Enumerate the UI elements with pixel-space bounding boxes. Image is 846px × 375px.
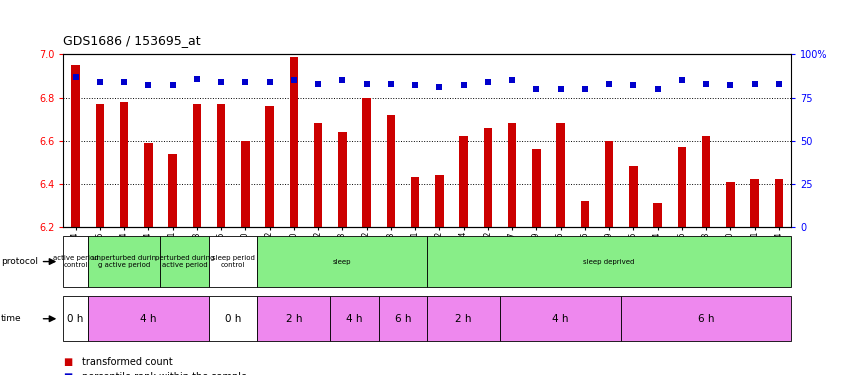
Point xyxy=(311,81,325,87)
Point xyxy=(651,86,664,92)
Text: 2 h: 2 h xyxy=(286,314,302,324)
Bar xyxy=(605,141,613,227)
Point xyxy=(748,81,761,87)
Bar xyxy=(427,296,500,341)
Bar xyxy=(241,141,250,227)
Bar xyxy=(209,296,257,341)
Bar xyxy=(63,296,88,341)
Bar xyxy=(88,296,209,341)
Bar xyxy=(88,236,161,287)
Bar xyxy=(427,236,791,287)
Bar xyxy=(387,115,395,227)
Bar xyxy=(209,236,257,287)
Point xyxy=(166,82,179,88)
Point xyxy=(481,79,495,85)
Text: time: time xyxy=(1,314,21,323)
Bar xyxy=(161,236,209,287)
Bar xyxy=(653,203,662,227)
Point xyxy=(190,75,204,81)
Bar xyxy=(289,57,298,227)
Point xyxy=(627,82,640,88)
Text: perturbed during
active period: perturbed during active period xyxy=(155,255,214,268)
Text: sleep deprived: sleep deprived xyxy=(584,259,634,265)
Bar xyxy=(379,296,427,341)
Text: ■: ■ xyxy=(63,372,73,375)
Bar xyxy=(266,106,274,227)
Point xyxy=(554,86,568,92)
Bar xyxy=(435,175,443,227)
Point xyxy=(432,84,446,90)
Point xyxy=(141,82,155,88)
Point xyxy=(578,86,591,92)
Bar xyxy=(362,98,371,227)
Text: unperturbed durin
g active period: unperturbed durin g active period xyxy=(92,255,157,268)
Text: transformed count: transformed count xyxy=(82,357,173,367)
Point xyxy=(336,77,349,83)
Point xyxy=(214,79,228,85)
Point xyxy=(530,86,543,92)
Point xyxy=(287,77,300,83)
Point xyxy=(360,81,373,87)
Point xyxy=(457,82,470,88)
Bar xyxy=(508,123,516,227)
Text: sleep period
control: sleep period control xyxy=(212,255,255,268)
Bar xyxy=(330,296,379,341)
Point xyxy=(409,82,422,88)
Bar xyxy=(580,201,589,227)
Text: 4 h: 4 h xyxy=(140,314,157,324)
Bar xyxy=(678,147,686,227)
Bar xyxy=(314,123,322,227)
Bar xyxy=(120,102,129,227)
Text: 2 h: 2 h xyxy=(455,314,472,324)
Bar xyxy=(71,65,80,227)
Bar xyxy=(750,180,759,227)
Point xyxy=(505,77,519,83)
Bar xyxy=(217,104,225,227)
Text: protocol: protocol xyxy=(1,257,38,266)
Text: 6 h: 6 h xyxy=(395,314,411,324)
Bar xyxy=(629,166,638,227)
Bar xyxy=(257,296,330,341)
Text: 4 h: 4 h xyxy=(552,314,569,324)
Text: percentile rank within the sample: percentile rank within the sample xyxy=(82,372,247,375)
Bar xyxy=(532,149,541,227)
Text: sleep: sleep xyxy=(333,259,352,265)
Bar xyxy=(168,154,177,227)
Bar xyxy=(621,296,791,341)
Bar xyxy=(411,177,420,227)
Text: ■: ■ xyxy=(63,357,73,367)
Text: 6 h: 6 h xyxy=(698,314,714,324)
Point xyxy=(675,77,689,83)
Point xyxy=(239,79,252,85)
Bar xyxy=(484,128,492,227)
Point xyxy=(118,79,131,85)
Bar xyxy=(63,236,88,287)
Text: 0 h: 0 h xyxy=(225,314,241,324)
Bar xyxy=(193,104,201,227)
Bar xyxy=(557,123,565,227)
Text: 4 h: 4 h xyxy=(346,314,363,324)
Point xyxy=(384,81,398,87)
Bar xyxy=(500,296,621,341)
Bar xyxy=(338,132,347,227)
Text: active period
control: active period control xyxy=(52,255,98,268)
Bar xyxy=(702,136,711,227)
Point xyxy=(69,74,82,80)
Bar xyxy=(96,104,104,227)
Text: 0 h: 0 h xyxy=(68,314,84,324)
Bar xyxy=(459,136,468,227)
Bar xyxy=(144,143,152,227)
Bar xyxy=(257,236,427,287)
Point xyxy=(93,79,107,85)
Bar xyxy=(775,180,783,227)
Point xyxy=(263,79,277,85)
Point xyxy=(700,81,713,87)
Point xyxy=(602,81,616,87)
Point xyxy=(723,82,737,88)
Text: GDS1686 / 153695_at: GDS1686 / 153695_at xyxy=(63,34,201,47)
Bar xyxy=(726,182,734,227)
Point xyxy=(772,81,786,87)
